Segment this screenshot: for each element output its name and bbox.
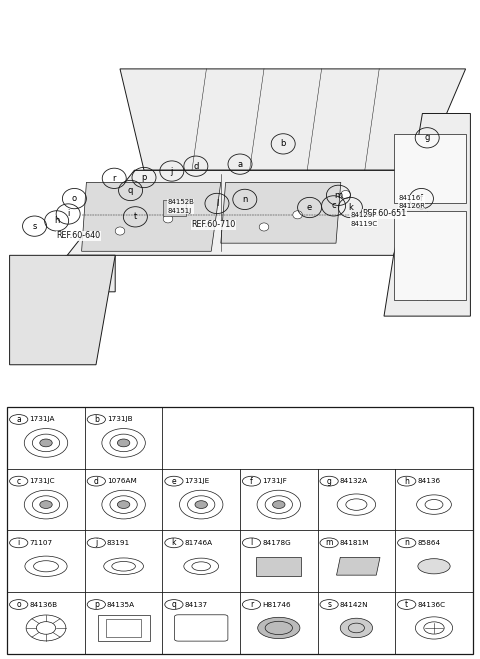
Text: 1076AM: 1076AM (107, 478, 137, 484)
Text: e: e (172, 476, 176, 486)
Text: 84136B: 84136B (29, 602, 58, 608)
Bar (163, 200, 186, 215)
Text: p: p (141, 173, 147, 182)
Text: 84136: 84136 (417, 478, 441, 484)
Text: h: h (54, 216, 60, 225)
Text: 1731JB: 1731JB (107, 416, 132, 422)
Polygon shape (10, 255, 115, 365)
Polygon shape (336, 558, 380, 575)
Text: 84135A: 84135A (107, 602, 135, 608)
Text: 84142N: 84142N (340, 602, 368, 608)
Text: 71107: 71107 (29, 540, 52, 546)
Text: f: f (420, 194, 423, 203)
Ellipse shape (40, 501, 52, 509)
Text: 1731JE: 1731JE (184, 478, 210, 484)
Ellipse shape (40, 439, 52, 447)
Ellipse shape (118, 501, 130, 509)
Text: p: p (94, 600, 99, 609)
Polygon shape (10, 255, 115, 292)
Ellipse shape (118, 439, 130, 447)
Text: 1731JA: 1731JA (29, 416, 55, 422)
Text: b: b (94, 415, 99, 424)
Polygon shape (384, 113, 470, 316)
Polygon shape (120, 69, 466, 170)
Text: H81746: H81746 (262, 602, 291, 608)
Text: f: f (250, 476, 253, 486)
Text: m: m (325, 538, 333, 548)
Text: k: k (172, 538, 176, 548)
Text: 84136C: 84136C (417, 602, 445, 608)
Text: n: n (404, 538, 409, 548)
Circle shape (341, 190, 350, 198)
Text: 84132A: 84132A (340, 478, 368, 484)
Text: r: r (112, 174, 116, 183)
Polygon shape (394, 134, 466, 203)
Text: 1731JC: 1731JC (29, 478, 55, 484)
Ellipse shape (273, 501, 285, 509)
Circle shape (293, 211, 302, 219)
Polygon shape (221, 183, 341, 243)
Text: 81746A: 81746A (184, 540, 213, 546)
Text: r: r (250, 600, 253, 609)
Text: g: g (327, 476, 332, 486)
Text: 84129P
84119C: 84129P 84119C (350, 212, 378, 227)
Text: t: t (405, 600, 408, 609)
Text: j: j (171, 167, 173, 175)
Text: 84116
84126R: 84116 84126R (398, 194, 425, 209)
Polygon shape (67, 170, 422, 255)
Text: i: i (18, 538, 20, 548)
Circle shape (163, 215, 173, 223)
Text: l: l (251, 538, 252, 548)
Text: m: m (335, 191, 342, 200)
Polygon shape (82, 183, 221, 251)
Text: q: q (171, 600, 176, 609)
Ellipse shape (195, 501, 207, 509)
Text: REF.60-651: REF.60-651 (362, 210, 407, 219)
Bar (256, 557, 301, 575)
Text: n: n (242, 195, 248, 204)
Text: 84181M: 84181M (340, 540, 369, 546)
Text: a: a (238, 159, 242, 169)
Text: o: o (72, 194, 77, 203)
Text: c: c (331, 202, 336, 210)
Polygon shape (394, 211, 466, 300)
Text: g: g (424, 133, 430, 142)
Text: k: k (348, 203, 353, 212)
Bar (106, 619, 142, 637)
Text: b: b (280, 139, 286, 148)
Text: j: j (95, 538, 97, 548)
Text: 1731JF: 1731JF (262, 478, 287, 484)
Text: 84137: 84137 (184, 602, 208, 608)
Text: s: s (327, 600, 331, 609)
Ellipse shape (340, 618, 372, 638)
Text: REF.60-640: REF.60-640 (57, 231, 101, 241)
Text: e: e (307, 203, 312, 212)
Circle shape (259, 223, 269, 231)
Ellipse shape (258, 617, 300, 639)
Ellipse shape (418, 559, 450, 574)
Bar (97, 615, 150, 641)
Text: q: q (128, 186, 133, 195)
Circle shape (115, 227, 125, 235)
Text: d: d (193, 161, 199, 171)
Text: d: d (94, 476, 99, 486)
Text: t: t (134, 212, 137, 221)
Text: s: s (32, 221, 37, 231)
Text: c: c (17, 476, 21, 486)
Text: 85864: 85864 (417, 540, 441, 546)
Text: h: h (404, 476, 409, 486)
Text: a: a (16, 415, 21, 424)
Text: 84152B
84151J: 84152B 84151J (167, 200, 194, 214)
Text: 84178G: 84178G (262, 540, 291, 546)
Text: i: i (67, 210, 69, 219)
Text: 83191: 83191 (107, 540, 130, 546)
Text: REF.60-710: REF.60-710 (191, 220, 235, 229)
Text: l: l (216, 199, 218, 208)
Text: o: o (16, 600, 21, 609)
